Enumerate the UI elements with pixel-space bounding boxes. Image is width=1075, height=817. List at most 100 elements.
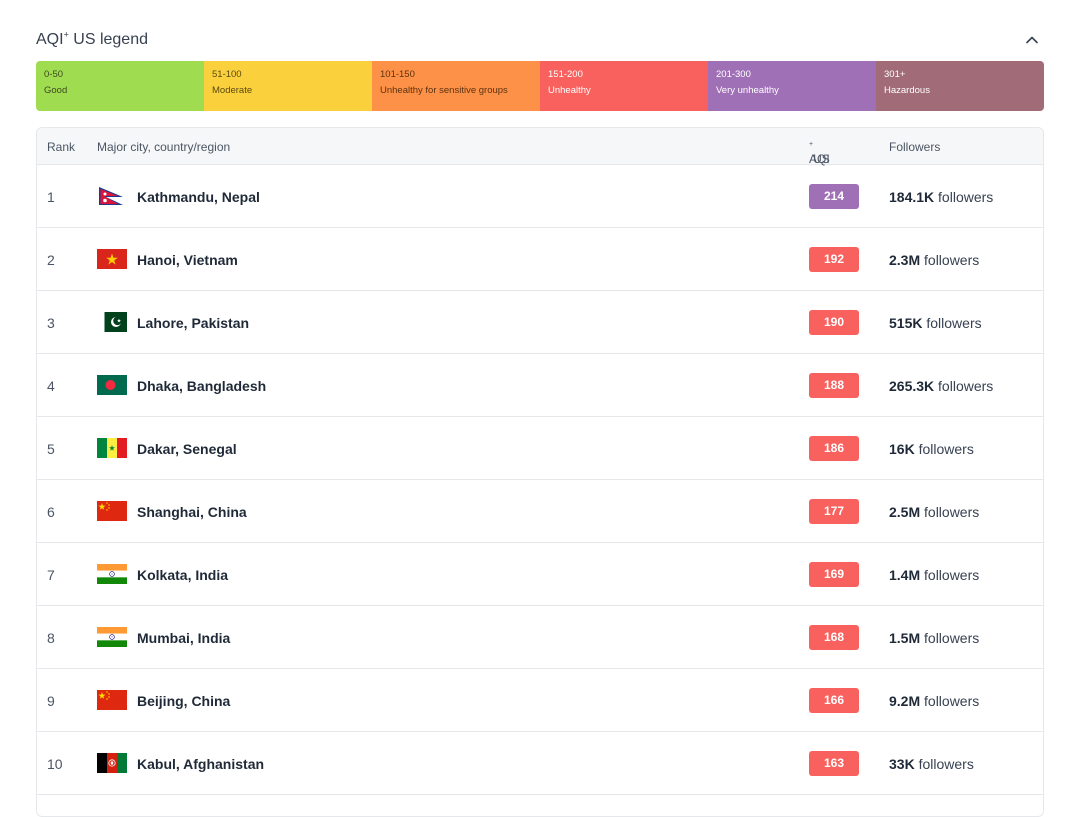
rank-cell: 2 — [47, 252, 55, 268]
followers-cell: 1.4M followers — [889, 567, 979, 583]
table-header: Rank Major city, country/region AQI + US … — [37, 128, 1043, 166]
legend-range: 101-150 — [380, 69, 415, 80]
legend-range: 51-100 — [212, 69, 242, 80]
legend-title-sup: + — [63, 29, 69, 40]
rank-cell: 10 — [47, 756, 63, 772]
followers-cell: 1.5M followers — [889, 630, 979, 646]
aqi-badge: 186 — [809, 436, 859, 461]
city-name-link[interactable]: Mumbai, India — [137, 630, 231, 646]
followers-count: 1.4M — [889, 567, 921, 583]
city-name-link[interactable]: Shanghai, China — [137, 504, 247, 520]
followers-cell: 33K followers — [889, 756, 974, 772]
table-row[interactable]: 6 Shanghai, China 177 2.5M followers — [37, 480, 1043, 543]
table-row[interactable]: 5 Dakar, Senegal 186 16K followers — [37, 417, 1043, 480]
followers-count: 2.3M — [889, 252, 921, 268]
followers-cell: 184.1K followers — [889, 189, 993, 205]
table-row[interactable]: 4 Dhaka, Bangladesh 188 265.3K followers — [37, 354, 1043, 417]
followers-cell: 16K followers — [889, 441, 974, 457]
followers-word: followers — [918, 441, 974, 457]
china-flag-icon — [97, 690, 127, 710]
table-row[interactable]: 2 Hanoi, Vietnam 192 2.3M followers — [37, 228, 1043, 291]
followers-word: followers — [918, 756, 974, 772]
followers-word: followers — [924, 630, 980, 646]
vietnam-flag-icon — [97, 249, 127, 269]
city-ranking-table: Rank Major city, country/region AQI + US … — [36, 127, 1044, 817]
city-name-link[interactable]: Beijing, China — [137, 693, 231, 709]
table-row[interactable]: 10 Kabul, Afghanistan 163 33K followers — [37, 732, 1043, 795]
header-aqi-sup: + — [809, 141, 814, 148]
header-aqi-text: AQI — [809, 152, 830, 166]
rank-cell: 8 — [47, 630, 55, 646]
followers-count: 33K — [889, 756, 915, 772]
aqi-badge: 190 — [809, 310, 859, 335]
china-flag-icon — [97, 501, 127, 521]
rank-cell: 9 — [47, 693, 55, 709]
followers-cell: 2.3M followers — [889, 252, 979, 268]
aqi-badge: 188 — [809, 373, 859, 398]
india-flag-icon — [97, 564, 127, 584]
legend-range: 151-200 — [548, 69, 583, 80]
followers-word: followers — [924, 252, 980, 268]
rank-cell: 7 — [47, 567, 55, 583]
followers-count: 265.3K — [889, 378, 935, 394]
aqi-badge: 169 — [809, 562, 859, 587]
rank-cell: 1 — [47, 189, 55, 205]
city-name-link[interactable]: Kathmandu, Nepal — [137, 189, 260, 205]
followers-cell: 2.5M followers — [889, 504, 979, 520]
legend-label: Unhealthy — [548, 85, 591, 96]
legend-segment: 151-200 Unhealthy — [540, 61, 708, 111]
followers-count: 16K — [889, 441, 915, 457]
legend-title-aqi: AQI — [36, 31, 64, 48]
followers-count: 515K — [889, 315, 923, 331]
table-row[interactable]: 3 Lahore, Pakistan 190 515K followers — [37, 291, 1043, 354]
legend-segment: 301+ Hazardous — [876, 61, 1044, 111]
rank-cell: 4 — [47, 378, 55, 394]
bangladesh-flag-icon — [97, 375, 127, 395]
city-name-link[interactable]: Dakar, Senegal — [137, 441, 237, 457]
header-followers: Followers — [889, 140, 941, 154]
city-name-link[interactable]: Hanoi, Vietnam — [137, 252, 238, 268]
table-row[interactable]: 1 Kathmandu, Nepal 214 184.1K followers — [37, 165, 1043, 228]
legend-label: Very unhealthy — [716, 85, 779, 96]
followers-word: followers — [938, 378, 994, 394]
legend-header[interactable]: AQI+ US legend — [36, 28, 1044, 52]
followers-count: 2.5M — [889, 504, 921, 520]
aqi-badge: 168 — [809, 625, 859, 650]
rank-cell: 3 — [47, 315, 55, 331]
followers-word: followers — [924, 504, 980, 520]
city-name-link[interactable]: Dhaka, Bangladesh — [137, 378, 267, 394]
legend-segment: 201-300 Very unhealthy — [708, 61, 876, 111]
table-row[interactable]: 8 Mumbai, India 168 1.5M followers — [37, 606, 1043, 669]
city-name-link[interactable]: Lahore, Pakistan — [137, 315, 250, 331]
india-flag-icon — [97, 627, 127, 647]
chevron-up-icon[interactable] — [1024, 32, 1040, 48]
followers-count: 9.2M — [889, 693, 921, 709]
followers-count: 184.1K — [889, 189, 935, 205]
header-aqi-suffix: US — [813, 152, 830, 166]
legend-label: Good — [44, 85, 68, 96]
city-name-link[interactable]: Kabul, Afghanistan — [137, 756, 265, 772]
legend-segment: 101-150 Unhealthy for sensitive groups — [372, 61, 540, 111]
followers-word: followers — [926, 315, 982, 331]
legend-range: 301+ — [884, 69, 906, 80]
followers-word: followers — [924, 567, 980, 583]
table-row[interactable]: 9 Beijing, China 166 9.2M followers — [37, 669, 1043, 732]
nepal-flag-icon — [97, 186, 127, 206]
table-body: 1 Kathmandu, Nepal 214 184.1K followers … — [37, 165, 1043, 795]
pakistan-flag-icon — [97, 312, 127, 332]
legend-label: Hazardous — [884, 85, 930, 96]
aqi-legend-bar: 0-50 Good 51-100 Moderate 101-150 Unhealthy f… — [36, 61, 1044, 111]
legend-segment: 0-50 Good — [36, 61, 204, 111]
rank-cell: 6 — [47, 504, 55, 520]
rank-cell: 5 — [47, 441, 55, 457]
legend-range: 201-300 — [716, 69, 751, 80]
header-city: Major city, country/region — [97, 140, 231, 154]
aqi-badge: 177 — [809, 499, 859, 524]
legend-label: Unhealthy for sensitive groups — [380, 85, 508, 96]
city-name-link[interactable]: Kolkata, India — [137, 567, 229, 583]
table-row[interactable]: 7 Kolkata, India 169 1.4M followers — [37, 543, 1043, 606]
aqi-badge: 214 — [809, 184, 859, 209]
header-aqi: AQI + US — [809, 140, 830, 166]
aqi-badge: 163 — [809, 751, 859, 776]
followers-cell: 265.3K followers — [889, 378, 993, 394]
